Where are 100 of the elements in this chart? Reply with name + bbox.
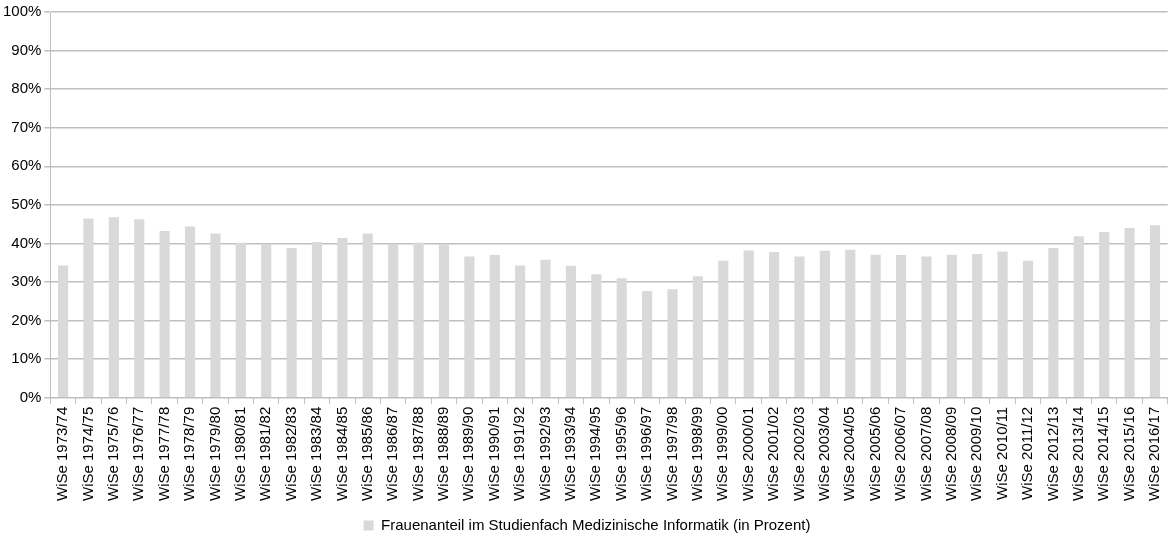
y-tick-label: 0%: [19, 387, 42, 405]
bar: [184, 226, 196, 398]
bar: [1022, 260, 1034, 398]
x-tick-label: WiSe 1973/74: [53, 406, 71, 502]
x-tick-label: WiSe 2001/02: [764, 406, 782, 502]
x-tick-label: WiSe 2005/06: [865, 406, 883, 502]
x-tick-label: WiSe 1995/96: [611, 406, 629, 502]
bar: [159, 231, 170, 398]
x-tick-label: WiSe 1988/89: [434, 406, 452, 502]
bar: [591, 274, 602, 398]
bar: [845, 249, 856, 398]
bar: [769, 251, 780, 398]
y-tick-label: 100%: [2, 2, 42, 20]
y-tick-label: 80%: [11, 79, 42, 97]
x-tick-label: WiSe 1992/93: [535, 406, 553, 502]
bar: [438, 244, 450, 398]
x-tick-label: WiSe 1977/78: [154, 406, 172, 502]
x-tick-label: WiSe 1982/83: [281, 406, 299, 502]
x-tick-label: WiSe 1976/77: [129, 406, 147, 502]
y-tick-label: 40%: [11, 233, 42, 251]
x-tick-label: WiSe 1978/79: [180, 406, 198, 502]
x-tick-label: WiSe 1993/94: [561, 406, 579, 502]
x-tick-label: WiSe 1974/75: [78, 406, 96, 502]
x-tick-label: WiSe 1999/00: [713, 406, 731, 502]
bar: [997, 251, 1008, 398]
bar: [489, 255, 500, 398]
x-tick-label: WiSe 1985/86: [357, 406, 375, 502]
bar: [108, 217, 119, 398]
bar: [743, 250, 754, 398]
bar: [1149, 225, 1161, 398]
x-tick-label: WiSe 2002/03: [789, 406, 807, 502]
y-tick-label: 10%: [11, 349, 42, 367]
bar: [515, 265, 526, 398]
x-tick-label: WiSe 2007/08: [916, 406, 934, 502]
y-tick-label: 70%: [11, 117, 42, 135]
x-tick-label: WiSe 2010/11: [992, 406, 1010, 500]
x-tick-label: WiSe 2011/12: [1018, 406, 1036, 500]
bar: [134, 219, 145, 398]
x-tick-label: WiSe 1980/81: [230, 406, 248, 502]
x-tick-label: WiSe 2006/07: [891, 406, 909, 502]
x-tick-label: WiSe 1996/97: [637, 406, 655, 502]
bar: [921, 256, 932, 398]
x-tick-label: WiSe 1981/82: [256, 406, 274, 502]
x-tick-label: WiSe 2003/04: [815, 406, 832, 502]
y-tick-label: 30%: [11, 272, 42, 290]
x-tick-label: WiSe 1991/92: [510, 406, 528, 502]
x-tick-label: WiSe 2013/14: [1068, 406, 1086, 502]
x-tick-label: WiSe 1986/87: [383, 406, 401, 502]
x-tick-label: WiSe 2014/15: [1094, 406, 1112, 502]
x-tick-label: WiSe 2008/09: [941, 406, 959, 502]
bar: [413, 242, 424, 398]
y-tick-label: 90%: [11, 40, 42, 58]
bar: [642, 290, 653, 398]
x-tick-label: WiSe 2009/10: [967, 406, 985, 502]
bar: [565, 265, 577, 398]
bar: [667, 289, 678, 398]
x-tick-label: WiSe 1989/90: [459, 406, 477, 502]
bar: [870, 254, 881, 398]
y-tick-label: 20%: [11, 310, 42, 328]
x-tick-label: WiSe 2012/13: [1043, 406, 1061, 502]
x-tick-label: WiSe 2004/05: [840, 406, 858, 502]
x-tick-label: WiSe 1997/98: [662, 406, 680, 502]
bar: [794, 256, 805, 398]
x-tick-label: WiSe 2015/16: [1119, 406, 1137, 502]
x-tick-label: WiSe 1975/76: [103, 406, 121, 502]
x-tick-label: WiSe 1979/80: [205, 406, 223, 502]
bar: [464, 256, 475, 398]
bar: [362, 233, 373, 398]
y-tick-label: 60%: [11, 156, 42, 174]
bar: [388, 243, 399, 398]
x-tick-label: WiSe 1998/99: [688, 406, 706, 502]
bar: [337, 238, 348, 398]
bar: [235, 242, 246, 398]
bar: [1099, 231, 1110, 398]
x-tick-label: WiSe 2016/17: [1145, 406, 1163, 502]
x-tick-label: WiSe 1990/91: [484, 406, 502, 502]
bar: [895, 255, 907, 398]
bar: [286, 248, 297, 398]
bar: [210, 233, 221, 398]
bar: [819, 250, 830, 398]
x-tick-label: WiSe 1987/88: [408, 406, 426, 502]
bar: [261, 244, 272, 398]
bar: [1124, 228, 1135, 398]
bar: [540, 259, 551, 398]
y-tick-label: 50%: [11, 195, 42, 213]
x-tick-label: WiSe 1984/85: [332, 406, 350, 502]
bar: [1073, 236, 1084, 398]
bar: [57, 265, 69, 398]
bar: [718, 260, 729, 398]
bar: [946, 254, 957, 398]
x-tick-label: WiSe 1983/84: [307, 406, 325, 502]
bar: [1048, 248, 1059, 398]
x-tick-label: WiSe 2000/01: [738, 406, 756, 502]
bar: [83, 218, 94, 398]
bar: [311, 241, 323, 398]
legend-label: Frauenanteil im Studienfach Medizinische Informatik (in Prozent): [381, 515, 811, 533]
bar: [616, 278, 627, 398]
bar: [972, 253, 983, 398]
bar: [692, 276, 703, 398]
x-tick-label: WiSe 1994/95: [586, 406, 604, 502]
